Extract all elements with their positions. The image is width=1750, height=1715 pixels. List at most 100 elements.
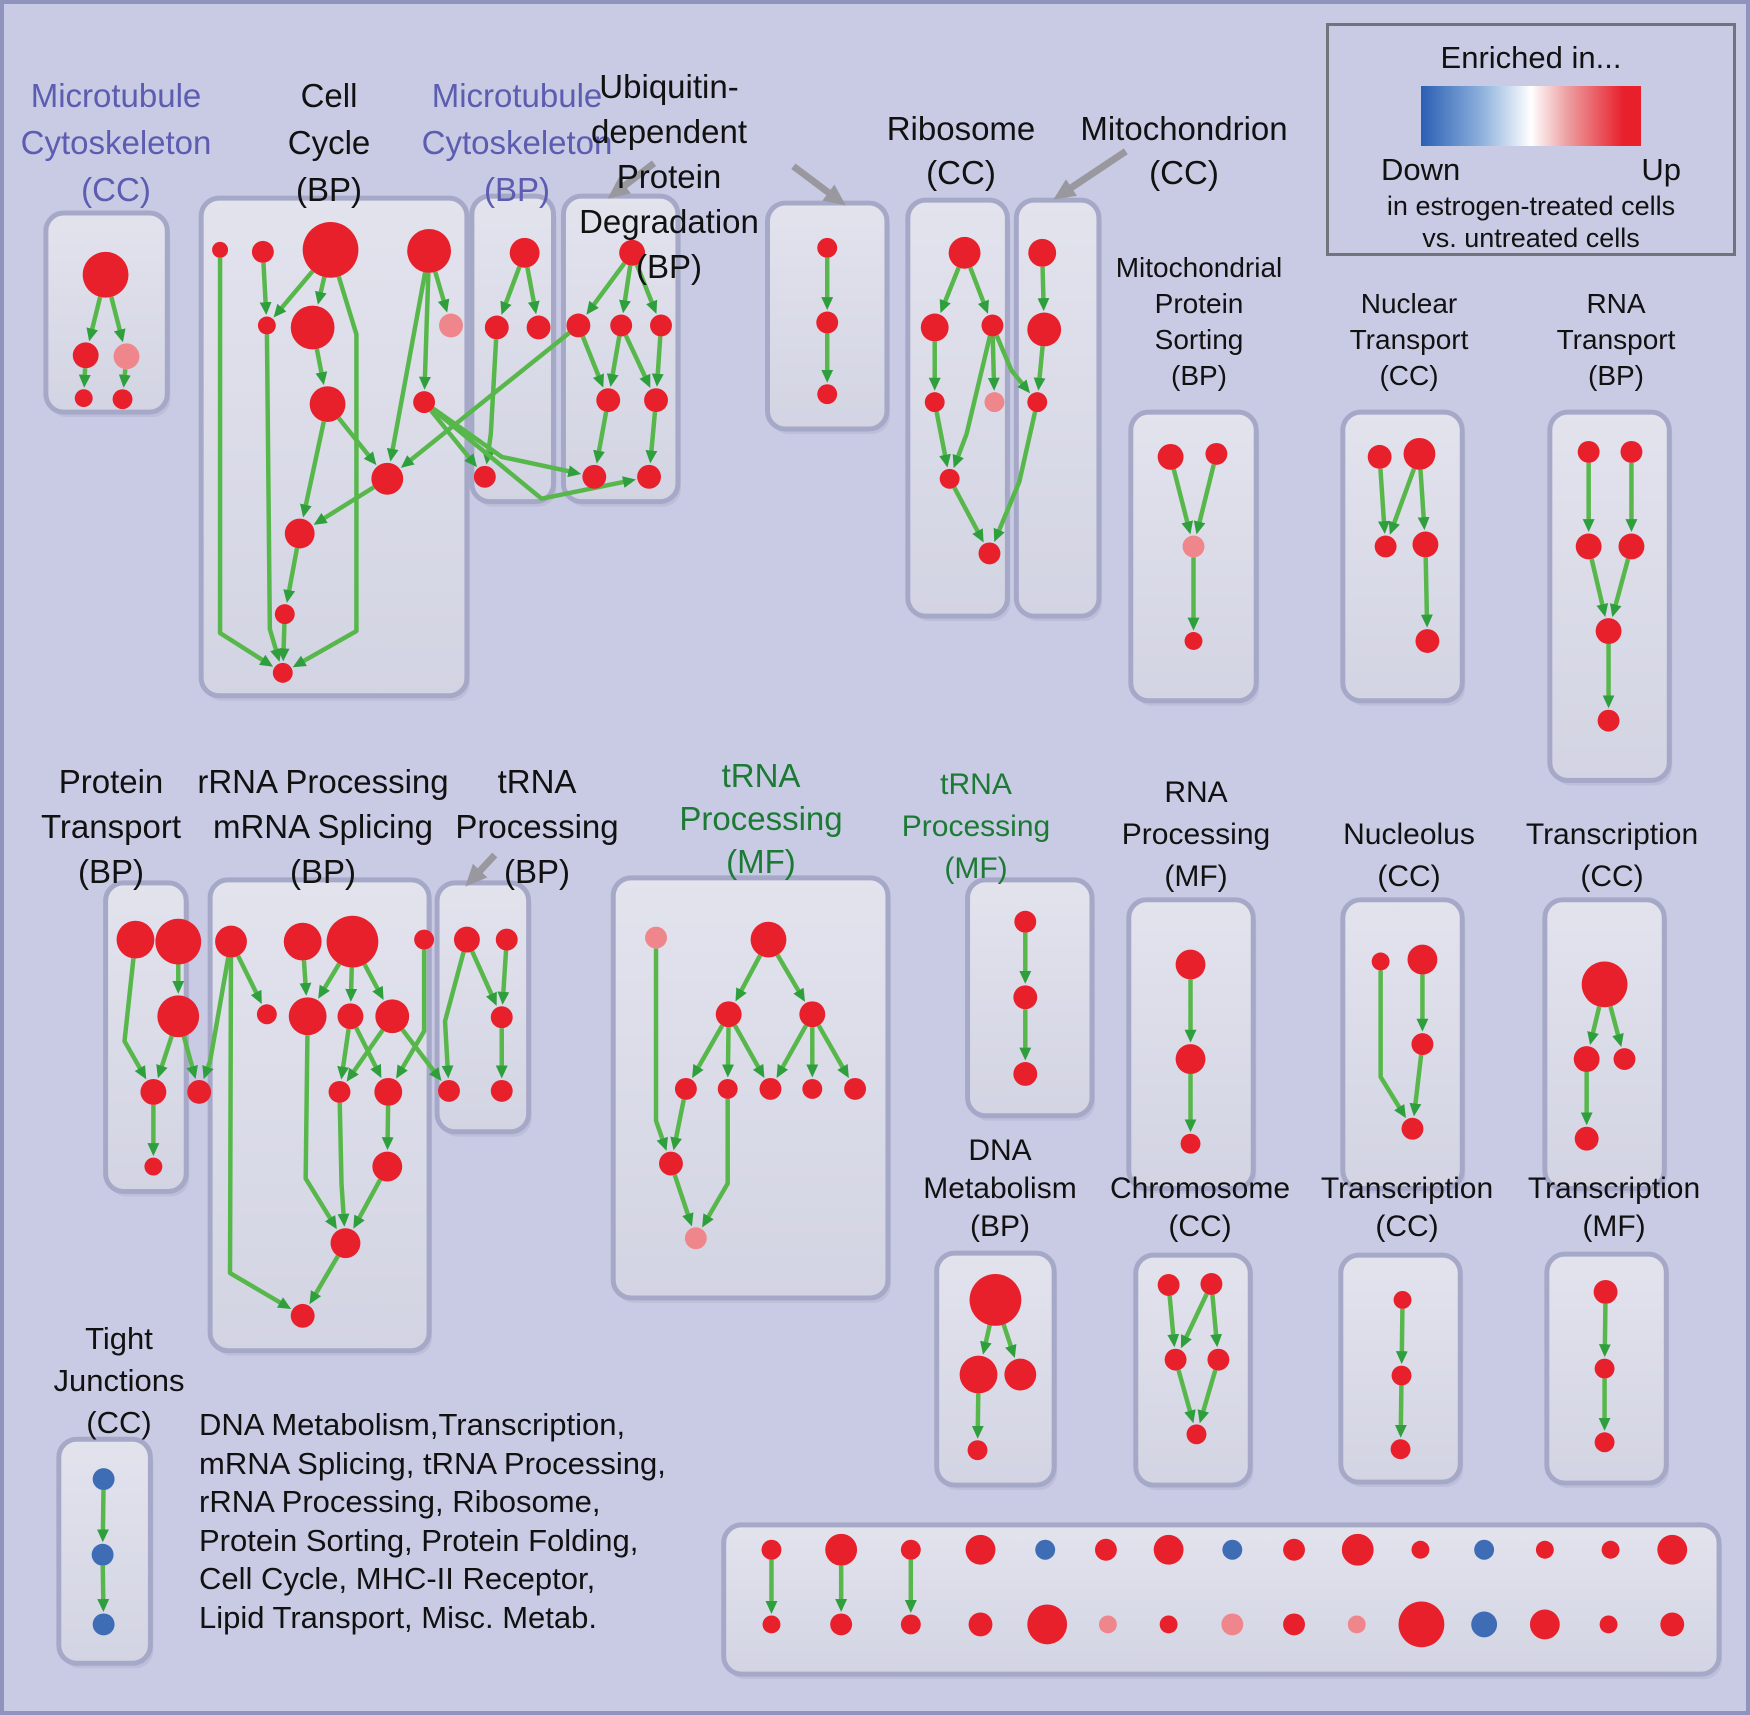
node-rrna-1: [283, 922, 322, 961]
edge-pt-2: [156, 1035, 174, 1079]
node-misc_metab-22: [1221, 1613, 1244, 1636]
label-line: Ubiquitin-: [599, 68, 739, 105]
node-rna_mf-2: [1180, 1133, 1201, 1154]
node-misc_metab-5: [1094, 1538, 1117, 1561]
node-misc_metab-0: [761, 1539, 782, 1560]
edge-tcc2-1: [1608, 1005, 1624, 1048]
edge-rrna-5: [396, 949, 427, 1079]
label-line: tRNA: [497, 763, 577, 800]
misc-note-line: rRNA Processing, Ribosome,: [199, 1484, 601, 1519]
node-ubiq_a-5: [644, 388, 668, 413]
edge-rt-2: [1589, 558, 1609, 618]
label-line: (CC): [1149, 154, 1219, 191]
edge-cell_cycle-9: [313, 485, 375, 525]
node-nt-0: [1367, 444, 1392, 469]
node-nucleolus-1: [1407, 944, 1438, 975]
label-line: Transport: [1349, 324, 1469, 355]
edge-chromosome-3: [1176, 1369, 1196, 1424]
cluster-box-misc_metab: [721, 1522, 1722, 1677]
legend-title: Enriched in...: [1440, 40, 1622, 75]
label-line: Cytoskeleton: [20, 124, 212, 161]
node-mito-0: [1028, 238, 1057, 267]
label-line: RNA: [1586, 288, 1646, 319]
label-line: tRNA: [940, 768, 1012, 801]
edge-tmf_lg-11: [672, 1174, 694, 1227]
label-line: (CC): [86, 1405, 152, 1440]
node-tmf_lg-1: [750, 921, 787, 958]
node-cell_cycle-6: [439, 313, 463, 338]
edge-cell_cycle-2: [314, 276, 327, 305]
cross-edge-4: [994, 334, 1031, 394]
label-line: (BP): [78, 853, 144, 890]
edge-mt_bp-0: [500, 266, 522, 315]
node-mt_cc-4: [112, 389, 133, 410]
node-cell_cycle-9: [371, 462, 404, 495]
node-ribosome-1: [920, 313, 949, 342]
node-misc_metab-1: [825, 1533, 858, 1566]
node-rrna-11: [330, 1228, 361, 1259]
node-misc_metab-11: [1474, 1539, 1495, 1560]
edge-chromosome-0: [1167, 1295, 1180, 1348]
node-tmf3-1: [1594, 1358, 1615, 1379]
label-line: (BP): [296, 171, 362, 208]
label-line: Processing: [1121, 818, 1271, 851]
edge-nt-0: [1377, 468, 1390, 535]
label-line: (MF): [726, 843, 796, 880]
node-tbp-2: [490, 1006, 513, 1029]
label-line: rRNA Processing: [197, 763, 449, 800]
edge-tbp-0: [470, 950, 497, 1006]
node-rt-2: [1575, 533, 1602, 560]
label-nucleolus: Nucleolus (CC): [1079, 814, 1739, 898]
node-misc_metab-28: [1599, 1615, 1618, 1634]
label-line: Cell: [300, 77, 358, 114]
edge-ubiq_a-0: [586, 261, 627, 315]
edge-rrna-13: [309, 1254, 340, 1305]
node-tbp-4: [490, 1079, 513, 1102]
label-line: (BP): [970, 1210, 1030, 1243]
label-line: Transport: [1556, 324, 1676, 355]
node-rt-1: [1620, 440, 1643, 463]
label-line: Mitochondrial: [1115, 252, 1283, 283]
edge-cell_cycle-1: [273, 269, 315, 318]
node-ubiq_a-2: [610, 314, 633, 337]
node-nt-3: [1412, 531, 1439, 558]
label-line: Transcription: [1320, 1172, 1494, 1205]
node-tcc2-2: [1613, 1048, 1636, 1071]
edge-cell_cycle-0: [259, 262, 272, 316]
label-rna-processing-mf: RNA Processing (MF): [866, 772, 1526, 898]
edge-tmf_lg-0: [735, 954, 763, 1002]
node-cell_cycle-4: [257, 316, 276, 335]
node-mt_cc-0: [82, 251, 129, 298]
node-tight_junctions-2: [92, 1613, 115, 1636]
label-line: (CC): [1168, 1210, 1232, 1243]
node-mps-3: [1184, 632, 1203, 650]
edge-tmf_lg-3: [722, 1027, 734, 1078]
label-line: (CC): [1375, 1210, 1439, 1243]
node-misc_metab-12: [1535, 1540, 1554, 1559]
node-mt_cc-1: [72, 342, 99, 369]
node-rrna-2: [326, 915, 379, 968]
edge-ubiq_a-1: [619, 265, 633, 314]
edge-rrna-3: [345, 967, 358, 1002]
node-misc_metab-3: [965, 1534, 996, 1565]
node-misc_metab-20: [1098, 1615, 1117, 1634]
node-misc_metab-17: [900, 1614, 921, 1635]
label-line: (BP): [1588, 360, 1644, 391]
node-mt_cc-2: [113, 343, 140, 370]
node-rrna-0: [215, 925, 247, 958]
edge-tbp-2: [441, 951, 466, 1079]
node-dna_met-0: [969, 1274, 1022, 1326]
node-rrna-6: [337, 1003, 364, 1030]
label-line: Junctions: [53, 1363, 185, 1398]
label-line: Degradation: [579, 203, 759, 240]
node-dna_met-1: [959, 1355, 998, 1394]
edge-tmf_lg-7: [816, 1024, 849, 1079]
node-misc_metab-13: [1601, 1540, 1620, 1559]
label-line: Microtubule: [30, 77, 202, 114]
node-tcc2-0: [1581, 961, 1628, 1008]
edge-ubiq_a-3: [580, 335, 604, 388]
edge-nt-1: [1388, 468, 1417, 535]
cluster-box-mito: [1013, 197, 1102, 619]
node-misc_metab-2: [900, 1539, 921, 1560]
